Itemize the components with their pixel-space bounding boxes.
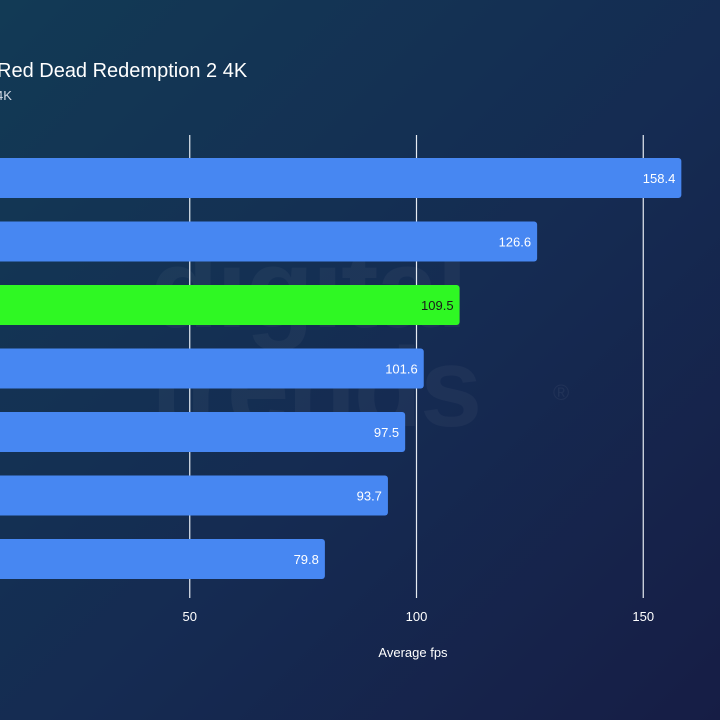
bar: [0, 412, 406, 452]
bar-value-label: 79.8: [294, 552, 319, 567]
chart-subtitle: 4K: [0, 88, 12, 103]
x-tick-label: 50: [183, 609, 197, 624]
bar: [0, 475, 388, 516]
bar-value-label: 97.5: [374, 425, 399, 440]
bar: [0, 158, 682, 198]
bar: [0, 221, 538, 262]
chart-title: Red Dead Redemption 2 4K: [0, 60, 248, 82]
x-axis-label: Average fps: [378, 645, 448, 660]
bar-value-label: 101.6: [385, 362, 418, 377]
bar: [0, 285, 460, 325]
registered-mark-icon: ®: [553, 380, 570, 405]
bar-value-label: 93.7: [357, 489, 382, 504]
bar-value-label: 126.6: [499, 235, 532, 250]
bar: [0, 539, 325, 579]
bar-value-label: 158.4: [643, 171, 676, 186]
bar-value-label: 109.5: [421, 298, 454, 313]
bar: [0, 348, 424, 389]
x-tick-label: 100: [406, 609, 428, 624]
x-tick-label: 150: [632, 609, 654, 624]
